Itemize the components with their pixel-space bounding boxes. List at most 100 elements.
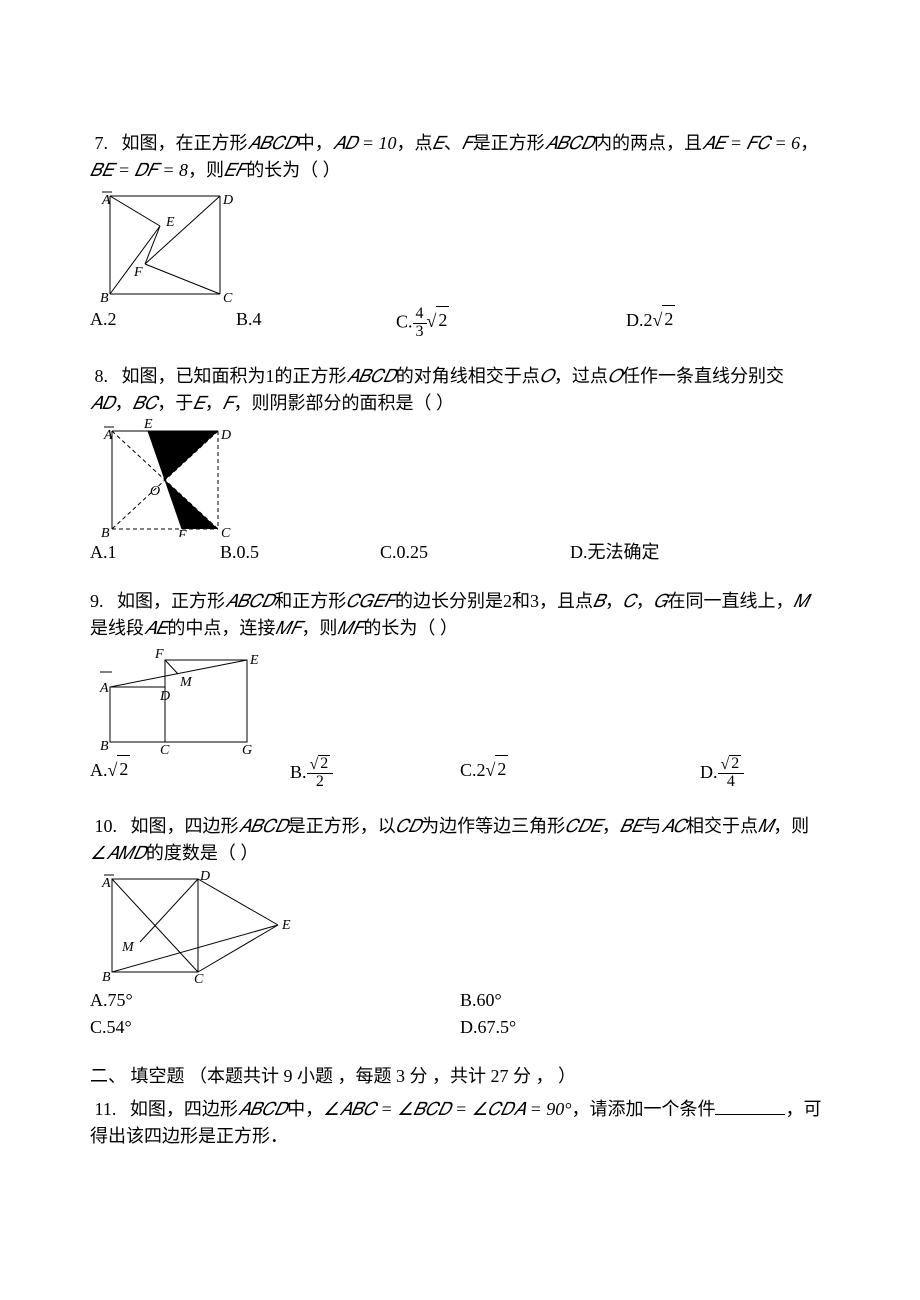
q8-options: A.1 B.0.5 C.0.25 D.无法确定: [90, 539, 830, 566]
q7-ef: 𝐸𝐹: [224, 160, 246, 180]
q9-num: 9.: [90, 591, 104, 611]
q8-o: 𝑂: [540, 366, 554, 386]
q8-t6: ，于: [157, 393, 193, 413]
q7-optC-frac: 43: [413, 306, 427, 341]
q7-optC-sqrt: 2: [427, 307, 450, 335]
q9-optC-prefix: C.2: [460, 760, 486, 780]
q11-t1: 中，: [287, 1099, 323, 1119]
q11-num: 11.: [95, 1099, 117, 1119]
q8-t-prefix: 如图，已知面积为: [122, 366, 266, 386]
svg-text:M: M: [121, 940, 135, 955]
q7-stem: 7. 如图，在正方形𝐴𝐵𝐶𝐷中，𝐴𝐷 = 10，点𝐸、𝐹是正方形𝐴𝐵𝐶𝐷内的两点…: [90, 130, 830, 184]
q10-t1: 是正方形，以: [288, 816, 396, 836]
q11-stem: 11. 如图，四边形𝐴𝐵𝐶𝐷中，∠𝐴𝐵𝐶 = ∠𝐵𝐶𝐷 = ∠𝐶𝐷𝐴 = 90°…: [90, 1096, 830, 1150]
svg-text:C: C: [194, 972, 204, 985]
svg-text:F: F: [177, 528, 187, 537]
q10-optD: D.67.5°: [460, 1017, 516, 1037]
q11-blank: [715, 1096, 785, 1115]
q9-optC-rad: 2: [495, 755, 508, 783]
question-8: 8. 如图，已知面积为1的正方形𝐴𝐵𝐶𝐷的对角线相交于点𝑂，过点𝑂任作一条直线分…: [90, 363, 830, 566]
q9-t6: ，: [636, 591, 654, 611]
question-11: 11. 如图，四边形𝐴𝐵𝐶𝐷中，∠𝐴𝐵𝐶 = ∠𝐵𝐶𝐷 = ∠𝐶𝐷𝐴 = 90°…: [90, 1096, 830, 1150]
q9-optA-prefix: A.: [90, 760, 108, 780]
q9-t-prefix: 如图，正方形: [117, 591, 225, 611]
q10-t7: 的度数是（ ）: [146, 843, 259, 863]
q7-t7: ，则: [188, 160, 224, 180]
q7-t2: ，点: [396, 133, 432, 153]
q8-t7: ，: [205, 393, 223, 413]
q8-optA: A.1: [90, 542, 117, 562]
q7-f: 𝐹: [462, 133, 473, 153]
q7-optC-num: 4: [413, 306, 427, 324]
q7-optA: A.2: [90, 309, 117, 329]
q9-ae: 𝐴𝐸: [144, 618, 167, 638]
q9-t4: ，且点: [539, 591, 593, 611]
q8-bc: 𝐵𝐶: [133, 393, 158, 413]
q7-t6: ，: [800, 133, 818, 153]
q9-optD-den: 4: [718, 774, 745, 791]
q10-cde: 𝐶𝐷𝐸: [565, 816, 602, 836]
q9-abcd: 𝐴𝐵𝐶𝐷: [225, 591, 274, 611]
svg-text:B: B: [101, 526, 110, 537]
q9-t9: 的中点，连接: [167, 618, 275, 638]
q7-figure: A D B C E F: [90, 184, 240, 304]
q9-optB-frac: 22: [307, 756, 334, 792]
q9-t11: 的长为（ ）: [363, 618, 458, 638]
question-9: 9. 如图，正方形𝐴𝐵𝐶𝐷和正方形𝐶𝐺𝐸𝐹的边长分别是2和3，且点𝐵，𝐶，𝐺在同…: [90, 588, 830, 792]
q10-t4: 与: [643, 816, 661, 836]
svg-text:D: D: [159, 689, 170, 704]
q7-t8: 的长为（ ）: [246, 160, 341, 180]
q7-t4: 是正方形: [473, 133, 545, 153]
q10-t2: 为边作等边三角形: [421, 816, 565, 836]
svg-text:D: D: [222, 193, 233, 208]
q8-e: 𝐸: [193, 393, 204, 413]
question-7: 7. 如图，在正方形𝐴𝐵𝐶𝐷中，𝐴𝐷 = 10，点𝐸、𝐹是正方形𝐴𝐵𝐶𝐷内的两点…: [90, 130, 830, 341]
svg-text:E: E: [165, 215, 175, 230]
q9-t8: 是线段: [90, 618, 144, 638]
q7-abcd2: 𝐴𝐵𝐶𝐷: [545, 133, 594, 153]
svg-text:A: A: [99, 681, 109, 696]
q10-amd: ∠𝐴𝑀𝐷: [90, 843, 146, 863]
svg-text:C: C: [160, 743, 170, 754]
q7-adeq: 𝐴𝐷 = 10: [333, 133, 397, 153]
question-10: 10. 如图，四边形𝐴𝐵𝐶𝐷是正方形，以𝐶𝐷为边作等边三角形𝐶𝐷𝐸，𝐵𝐸与𝐴𝐶相…: [90, 813, 830, 1041]
q9-optB-sqrt: 2: [310, 756, 331, 774]
q9-mf: 𝑀𝐹: [275, 618, 301, 638]
q8-num: 8.: [95, 366, 109, 386]
q8-t1: 的正方形: [275, 366, 347, 386]
q7-beeq: 𝐵𝐸 = 𝐷𝐹 = 8: [90, 160, 188, 180]
q8-t8: ，则阴影部分的面积是（ ）: [233, 393, 454, 413]
q9-optB-prefix: B.: [290, 762, 307, 782]
q7-optD-rad: 2: [662, 305, 675, 333]
q9-mf2: 𝑀𝐹: [337, 618, 363, 638]
svg-text:B: B: [100, 291, 109, 304]
q10-figure: A D B C E M: [90, 867, 300, 985]
q11-t2: ，请添加一个条件: [571, 1099, 715, 1119]
svg-text:F: F: [154, 647, 164, 662]
q7-num: 7.: [95, 133, 109, 153]
q9-cgef: 𝐶𝐺𝐸𝐹: [346, 591, 395, 611]
q9-optA-sqrt: 2: [108, 756, 131, 784]
q10-t3: ，: [602, 816, 620, 836]
svg-text:A: A: [103, 428, 113, 443]
q7-options: A.2 B.4 C.432 D.22: [90, 306, 830, 341]
q8-one: 1: [266, 366, 275, 386]
q9-options: A.2 B.22 C.22 D.24: [90, 756, 830, 792]
q9-m: 𝑀: [794, 591, 809, 611]
q8-t3: ，过点: [554, 366, 608, 386]
q8-t2: 的对角线相交于点: [396, 366, 540, 386]
q9-figure: A D B C G E F M: [90, 642, 270, 754]
q8-optB: B.0.5: [220, 542, 259, 562]
svg-text:A: A: [101, 193, 111, 208]
q7-optD-prefix: D.2: [626, 310, 653, 330]
q10-options: A.75° B.60° C.54° D.67.5°: [90, 987, 830, 1041]
q9-optD-frac: 24: [718, 756, 745, 792]
svg-text:C: C: [223, 291, 233, 304]
svg-text:C: C: [221, 526, 231, 537]
q11-angles: ∠𝐴𝐵𝐶 = ∠𝐵𝐶𝐷 = ∠𝐶𝐷𝐴 = 90°: [323, 1099, 571, 1119]
svg-text:E: E: [249, 653, 259, 668]
q9-optD-rad: 2: [729, 755, 741, 773]
q10-optA: A.75°: [90, 990, 133, 1010]
svg-text:F: F: [133, 265, 143, 280]
q9-optC-sqrt: 2: [486, 756, 509, 784]
